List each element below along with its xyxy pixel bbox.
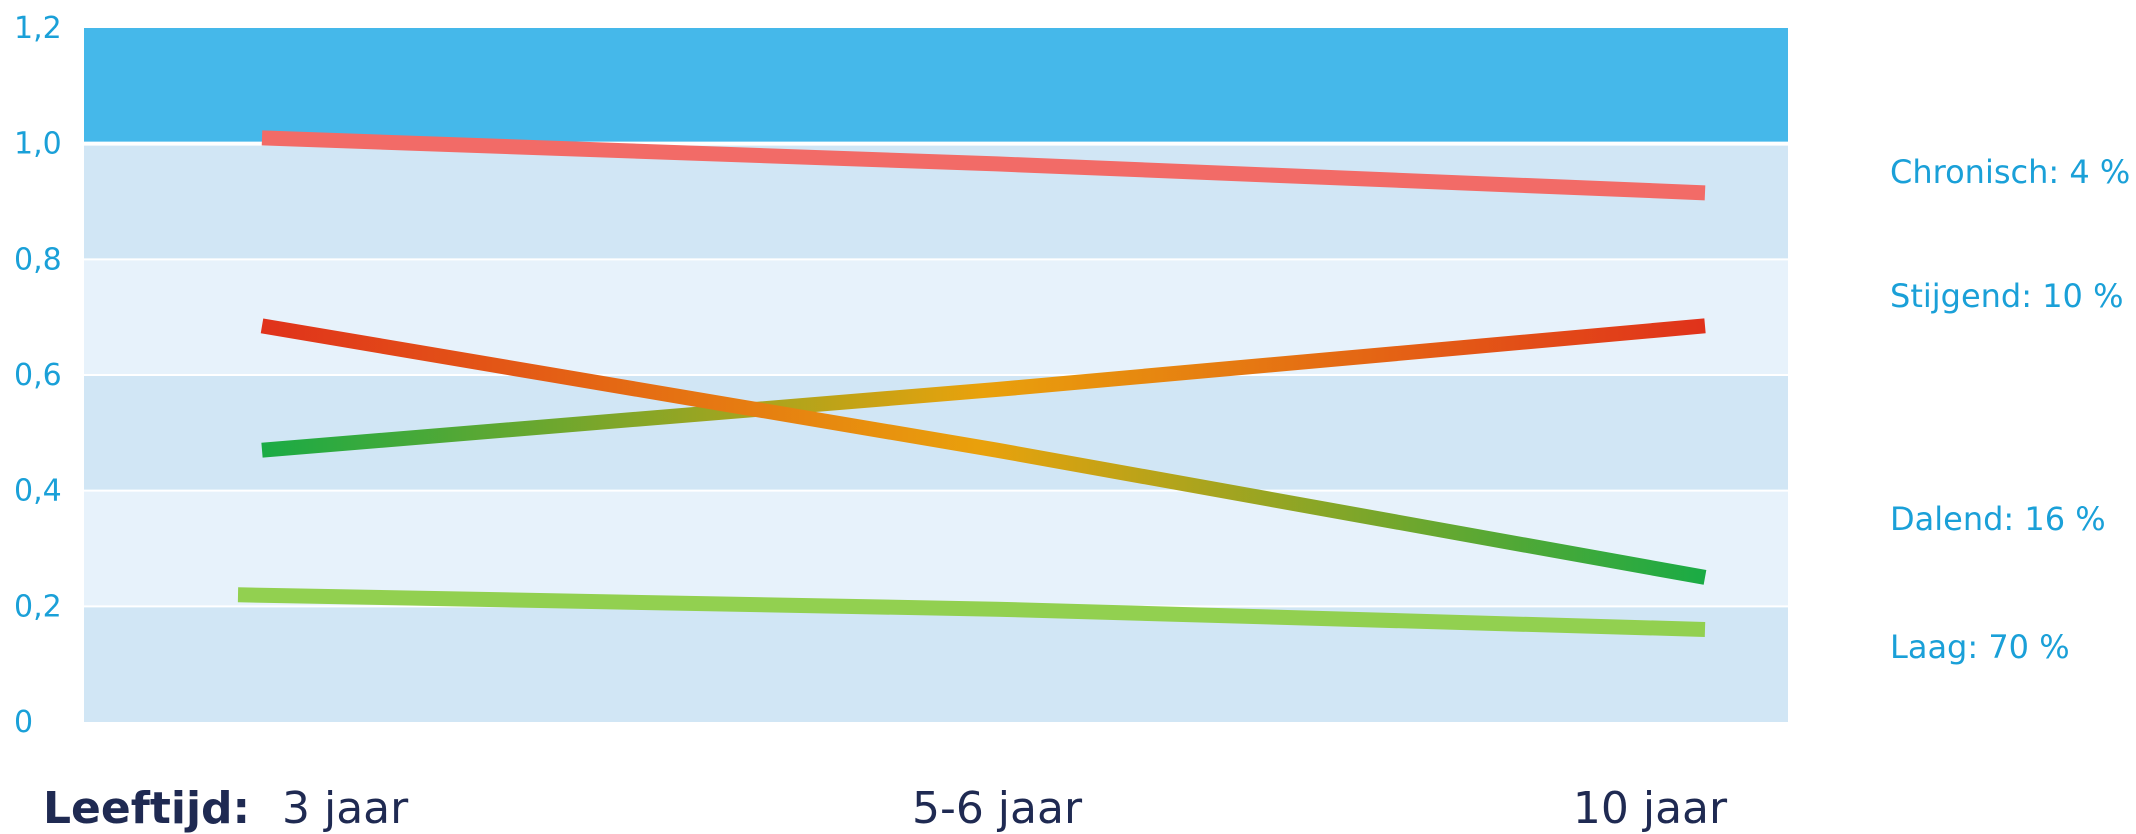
x-tick-label: 3 jaar <box>282 783 409 834</box>
y-tick-label: 0,2 <box>14 589 62 624</box>
legend-entry: Laag: 70 % <box>1890 628 2070 666</box>
y-tick-label: 0 <box>14 705 33 740</box>
plot-bands <box>84 28 1788 722</box>
y-tick-label: 0,6 <box>14 358 62 393</box>
x-tick-label: 10 jaar <box>1573 783 1728 834</box>
y-tick-label: 0,4 <box>14 474 62 509</box>
x-axis-label: Leeftijd: <box>43 783 250 834</box>
plot-band <box>84 28 1788 144</box>
plot-band <box>84 259 1788 375</box>
series-line <box>261 130 1706 201</box>
x-axis: Leeftijd: 3 jaar 5-6 jaar 10 jaar <box>43 783 1728 834</box>
y-tick-label: 1,0 <box>14 127 62 162</box>
y-tick-label: 0,8 <box>14 242 62 277</box>
x-tick-label: 5-6 jaar <box>912 783 1083 834</box>
series-line <box>261 318 1706 458</box>
legend: Chronisch: 4 % Stijgend: 10 % Dalend: 16 %… <box>1890 153 2130 666</box>
legend-entry: Stijgend: 10 % <box>1890 277 2123 315</box>
y-axis: 0 0,2 0,4 0,6 0,8 1,0 1,2 <box>14 11 62 740</box>
series-line <box>260 318 1707 585</box>
series-line <box>237 587 1706 637</box>
legend-entry: Dalend: 16 % <box>1890 500 2106 538</box>
legend-entry: Chronisch: 4 % <box>1890 153 2130 191</box>
series-lines <box>237 130 1707 637</box>
y-tick-label: 1,2 <box>14 11 62 46</box>
